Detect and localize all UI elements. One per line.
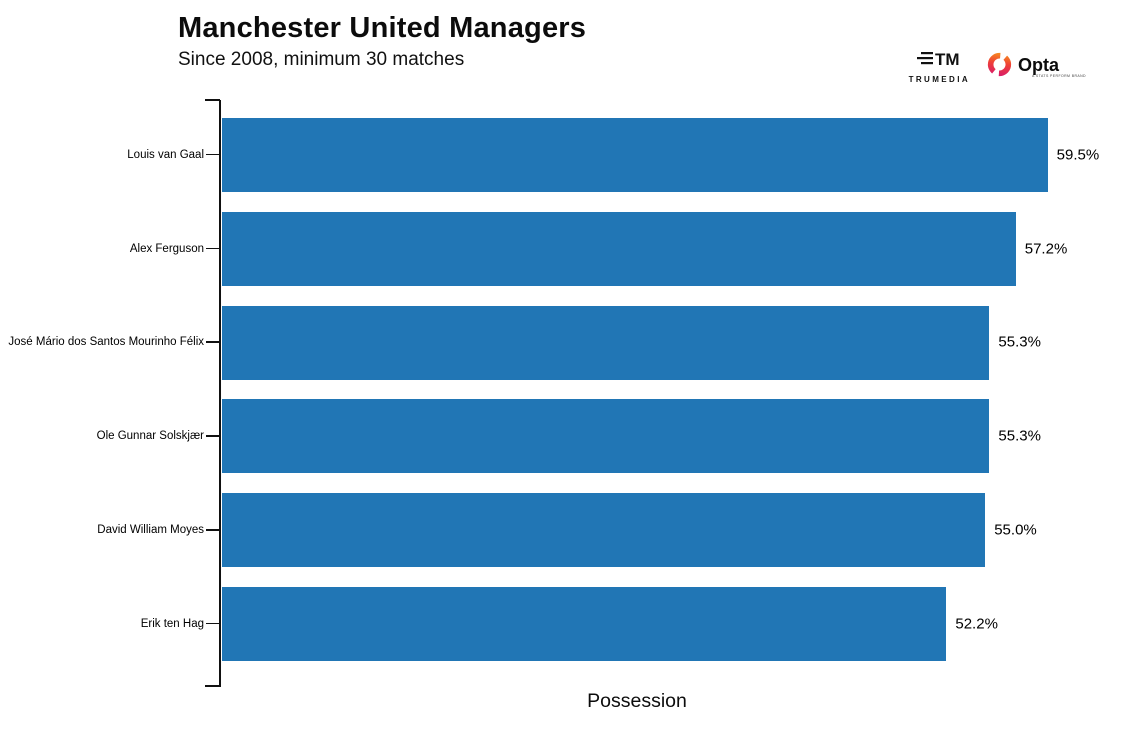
value-label: 59.5%	[1056, 146, 1100, 164]
opta-ring-icon	[986, 51, 1013, 83]
value-label: 55.3%	[998, 427, 1041, 445]
category-label: David William Moyes	[97, 524, 204, 537]
opta-wordmark: Opta	[1018, 54, 1060, 75]
chart-subtitle: Since 2008, minimum 30 matches	[178, 49, 465, 70]
opta-wordmark-block: Opta A STATS PERFORM BRAND	[1018, 54, 1086, 78]
possession-bar	[222, 399, 990, 474]
bar-row: Ole Gunnar Solskjær 55.3%	[0, 389, 1124, 483]
axis-tick	[206, 247, 220, 250]
axis-tick	[206, 435, 220, 437]
value-label: 52.2%	[955, 615, 998, 633]
y-axis-bottom-tick	[205, 685, 220, 687]
category-label: Erik ten Hag	[140, 617, 204, 630]
opta-subtext: A STATS PERFORM BRAND	[1032, 73, 1086, 78]
chart-header: Manchester United Managers Since 2008, m…	[178, 12, 586, 71]
axis-tick	[206, 153, 220, 156]
bar-row: David William Moyes 55.0%	[0, 483, 1124, 577]
value-label: 55.3%	[998, 333, 1041, 351]
axis-tick	[206, 341, 220, 344]
bar-row: José Mário dos Santos Mourinho Félix 55.…	[0, 296, 1124, 390]
chart-title: Manchester United Managers	[178, 12, 587, 44]
y-axis-line	[219, 100, 221, 687]
axis-tick	[206, 622, 220, 625]
y-axis-top-tick	[205, 99, 220, 101]
value-label: 55.0%	[994, 521, 1037, 539]
category-label: Ole Gunnar Solskjær	[96, 430, 204, 443]
possession-bar	[222, 493, 986, 568]
value-label: 57.2%	[1024, 240, 1068, 258]
category-label: Louis van Gaal	[127, 148, 204, 161]
svg-text:TM: TM	[935, 50, 960, 68]
branding-area: TM TRUMEDIA Opta	[909, 50, 1086, 84]
axis-tick	[206, 529, 220, 531]
x-axis-label: Possession	[587, 690, 687, 712]
possession-bar	[222, 586, 947, 661]
possession-bar	[222, 305, 990, 380]
trumedia-wordmark: TRUMEDIA	[908, 75, 971, 84]
possession-bar	[222, 118, 1048, 192]
category-label: Alex Ferguson	[129, 242, 204, 255]
bar-rows: Louis van Gaal 59.5% Alex Ferguson 57.2%…	[0, 108, 1124, 671]
opta-logo: Opta A STATS PERFORM BRAND	[986, 51, 1086, 83]
category-label: José Mário dos Santos Mourinho Félix	[8, 336, 204, 349]
possession-bar	[222, 211, 1016, 286]
bar-row: Alex Ferguson 57.2%	[0, 202, 1124, 296]
trumedia-icon: TM	[916, 50, 962, 73]
bar-row: Erik ten Hag 52.2%	[0, 577, 1124, 671]
trumedia-logo: TM TRUMEDIA	[909, 50, 970, 84]
bar-row: Louis van Gaal 59.5%	[0, 108, 1124, 202]
